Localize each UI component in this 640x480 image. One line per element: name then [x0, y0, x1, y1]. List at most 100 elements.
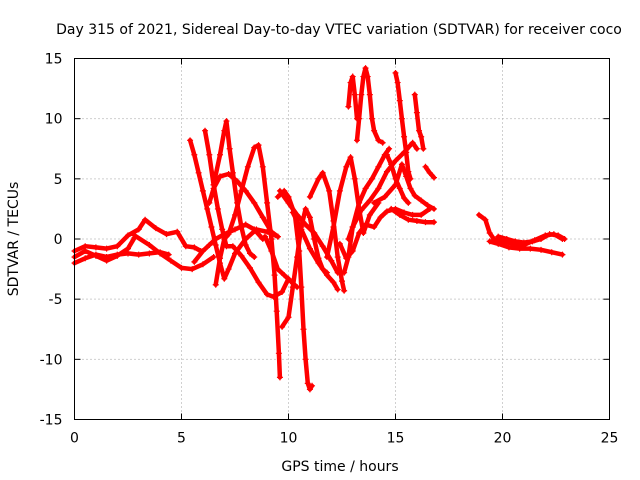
- data-point: [339, 278, 345, 285]
- data-point: [268, 236, 275, 242]
- data-point: [409, 139, 416, 146]
- data-point: [431, 205, 438, 212]
- series-sat-v: [345, 73, 360, 122]
- data-point: [217, 173, 224, 180]
- data-point: [206, 242, 213, 249]
- series-sat-r: [336, 205, 433, 262]
- data-point: [309, 382, 316, 389]
- chart-title: Day 315 of 2021, Sidereal Day-to-day VTE…: [56, 22, 622, 38]
- series-sat-m: [274, 187, 316, 393]
- y-tick-label: 10: [45, 112, 63, 128]
- data-point: [238, 187, 245, 194]
- data-point: [405, 216, 412, 223]
- x-tick-label: 0: [70, 431, 79, 447]
- data-point: [191, 258, 198, 265]
- data-point: [411, 192, 418, 199]
- data-point: [206, 151, 213, 158]
- data-point: [217, 255, 224, 262]
- data-point: [246, 250, 253, 257]
- data-point: [306, 245, 313, 252]
- data-point: [527, 245, 534, 252]
- data-point: [341, 269, 348, 276]
- y-tick-label: -15: [40, 413, 63, 429]
- data-point: [264, 291, 271, 298]
- series-sat-ad: [486, 238, 566, 258]
- data-point: [255, 142, 262, 149]
- data-point: [296, 248, 303, 255]
- series-line: [187, 138, 281, 281]
- data-point: [264, 199, 271, 206]
- data-point: [334, 254, 341, 261]
- data-point: [114, 243, 121, 250]
- data-point: [538, 236, 545, 242]
- data-point: [368, 175, 375, 182]
- data-point: [226, 145, 233, 152]
- data-point: [214, 205, 221, 212]
- data-point: [379, 139, 386, 146]
- data-point: [505, 244, 512, 251]
- series-sat-z: [383, 151, 412, 206]
- data-point: [212, 281, 219, 288]
- data-point: [221, 236, 228, 242]
- data-point: [259, 163, 266, 170]
- data-point: [394, 79, 401, 86]
- data-point: [219, 226, 226, 233]
- data-point: [409, 211, 416, 218]
- data-point: [234, 178, 241, 185]
- data-point: [413, 145, 420, 152]
- data-point: [191, 151, 198, 158]
- data-point: [418, 197, 425, 204]
- series-line: [132, 233, 216, 272]
- data-point: [330, 223, 337, 230]
- data-point: [422, 163, 429, 170]
- data-point: [114, 252, 121, 259]
- data-point: [495, 240, 502, 247]
- series-sat-u: [353, 65, 386, 146]
- data-point: [353, 115, 360, 122]
- axis-ticks: 0 5 10 15 20 25 -15 -10 -5 0 5 10 15: [40, 52, 619, 447]
- data-point: [418, 211, 425, 218]
- data-point: [347, 79, 354, 86]
- data-point: [345, 103, 352, 110]
- data-point: [163, 231, 170, 238]
- series-line: [277, 188, 340, 275]
- data-point: [221, 275, 228, 282]
- data-point: [212, 236, 219, 242]
- data-point: [561, 236, 568, 242]
- data-point: [135, 226, 142, 233]
- data-point: [392, 157, 399, 164]
- data-point: [503, 236, 510, 242]
- data-point: [371, 223, 378, 230]
- series-line: [213, 142, 283, 380]
- data-point: [383, 168, 390, 175]
- y-axis-label: SDTVAR / TECUs: [6, 182, 22, 297]
- data-point: [388, 205, 395, 212]
- data-point: [362, 221, 369, 228]
- data-point: [319, 243, 326, 250]
- x-tick-label: 5: [177, 431, 186, 447]
- data-point: [232, 226, 238, 233]
- data-point: [261, 233, 268, 240]
- data-point: [407, 175, 414, 182]
- data-point: [486, 229, 493, 236]
- series-sat-o: [289, 209, 341, 293]
- data-point: [246, 264, 253, 271]
- data-point: [268, 248, 275, 255]
- data-point: [285, 314, 292, 321]
- data-point: [146, 250, 153, 257]
- data-point: [548, 249, 555, 256]
- data-point: [302, 205, 309, 212]
- data-point: [398, 115, 405, 122]
- data-point: [298, 226, 305, 233]
- data-point: [411, 91, 418, 98]
- data-point: [174, 228, 181, 235]
- data-point: [125, 245, 131, 252]
- data-point: [546, 231, 553, 238]
- series-sat-x: [392, 69, 414, 182]
- data-point: [199, 261, 206, 268]
- data-point: [520, 239, 527, 246]
- data-point: [420, 145, 427, 152]
- x-tick-label: 20: [494, 431, 512, 447]
- data-point: [279, 288, 286, 295]
- data-point: [271, 272, 278, 279]
